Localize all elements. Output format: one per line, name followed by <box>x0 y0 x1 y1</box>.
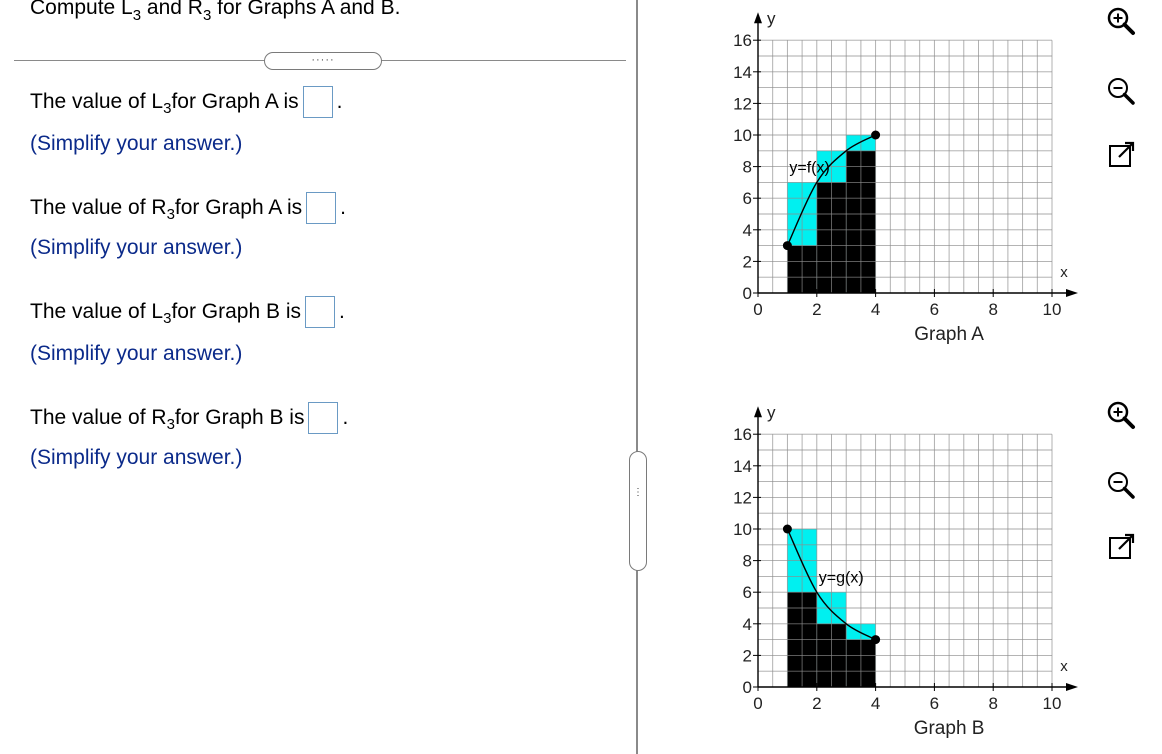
x-tick-label: 2 <box>812 694 821 713</box>
graph-a-plot: 0 2 4 6 8 10 0 2 4 6 8 10 12 14 16 x y y=f(x) Graph A <box>733 9 1078 345</box>
question-text: The value of L <box>30 90 164 113</box>
x-tick-label: 6 <box>930 694 939 713</box>
hint-text: (Simplify your answer.) <box>30 132 243 155</box>
y-axis-arrow <box>754 406 762 418</box>
y-tick-label: 8 <box>743 158 752 177</box>
x-tick-label: 10 <box>1043 694 1062 713</box>
y-tick-label: 10 <box>733 520 752 539</box>
x-axis-arrow <box>1066 683 1078 691</box>
y-tick-label: 2 <box>743 646 752 665</box>
y-tick-label: 10 <box>733 126 752 145</box>
dots-icon: ····· <box>311 54 335 66</box>
x-tick-label: 8 <box>988 694 997 713</box>
question-text: for Graph A is <box>174 196 303 219</box>
title-part: for Graphs A and B. <box>211 0 401 19</box>
x-tick-label: 0 <box>753 300 762 319</box>
y-tick-label: 16 <box>733 31 752 50</box>
open-external-icon[interactable] <box>1104 138 1138 172</box>
curve-endpoint <box>871 130 881 140</box>
y-tick-label: 12 <box>733 488 752 507</box>
y-tick-label: 14 <box>733 63 752 82</box>
x-tick-label: 8 <box>988 300 997 319</box>
answer-input[interactable] <box>302 86 333 118</box>
title-sub: 3 <box>202 7 212 24</box>
question-text: for Graph B is <box>174 406 305 429</box>
graph-caption: Graph A <box>914 324 984 345</box>
y-tick-label: 16 <box>733 425 752 444</box>
graph-caption: Graph B <box>914 718 985 739</box>
answer-input[interactable] <box>306 192 337 224</box>
question-text: for Graph A is <box>171 90 299 113</box>
x-tick-label: 2 <box>812 300 821 319</box>
question-text: The value of R <box>30 406 167 429</box>
hint-text: (Simplify your answer.) <box>30 446 243 469</box>
curve-endpoint <box>782 524 792 534</box>
panel-resize-handle[interactable]: ⋮ <box>629 451 647 571</box>
question-sub: 3 <box>166 205 175 223</box>
y-tick-label: 12 <box>733 94 752 113</box>
zoom-in-icon[interactable] <box>1104 4 1138 38</box>
function-curve <box>786 528 876 641</box>
title-sub: 3 <box>132 7 142 24</box>
curve-label: y=f(x) <box>789 160 829 177</box>
function-curve <box>786 134 876 246</box>
hint-text: (Simplify your answer.) <box>30 236 243 259</box>
x-axis-arrow <box>1066 289 1078 297</box>
x-axis-label: x <box>1060 264 1068 281</box>
vertical-divider <box>636 0 638 754</box>
graph-b: 0 2 4 6 8 10 0 2 4 6 8 10 12 14 16 x y y=g(x) Graph B <box>720 396 1090 739</box>
y-tick-label: 6 <box>743 189 752 208</box>
title-part: Compute L <box>30 0 133 19</box>
x-tick-label: 0 <box>753 694 762 713</box>
graph-a: 0 2 4 6 8 10 0 2 4 6 8 10 12 14 16 x y y=f(x) Graph A <box>720 2 1090 345</box>
hint-text: (Simplify your answer.) <box>30 342 243 365</box>
y-tick-label: 6 <box>743 583 752 602</box>
y-tick-label: 2 <box>743 252 752 271</box>
x-tick-label: 4 <box>871 300 880 319</box>
period: . <box>336 90 343 113</box>
y-axis-label: y <box>767 403 776 422</box>
curve-endpoint <box>871 635 881 645</box>
zoom-out-icon[interactable] <box>1104 468 1138 502</box>
y-tick-label: 0 <box>743 284 752 303</box>
y-axis-label: y <box>767 9 776 28</box>
question-text: The value of L <box>30 300 164 323</box>
dots-icon: ⋮ <box>633 487 643 498</box>
title-part: and R <box>141 0 203 19</box>
y-tick-label: 0 <box>743 678 752 697</box>
x-tick-label: 4 <box>871 694 880 713</box>
question-text: for Graph B is <box>171 300 301 323</box>
period: . <box>339 300 345 323</box>
curve-label: y=g(x) <box>819 569 864 586</box>
x-tick-label: 6 <box>930 300 939 319</box>
y-tick-label: 14 <box>733 457 752 476</box>
period: . <box>342 406 349 429</box>
y-axis-arrow <box>754 12 762 24</box>
expand-handle[interactable]: ····· <box>264 52 382 70</box>
question-sub: 3 <box>163 309 172 327</box>
answer-input[interactable] <box>305 296 335 328</box>
curve-endpoint <box>782 241 792 251</box>
period: . <box>340 196 346 219</box>
zoom-in-icon[interactable] <box>1104 398 1138 432</box>
x-tick-label: 10 <box>1043 300 1062 319</box>
question-sub: 3 <box>163 99 172 117</box>
answer-input[interactable] <box>308 402 339 434</box>
question-sub: 3 <box>166 415 175 433</box>
y-tick-label: 4 <box>743 221 752 240</box>
y-tick-label: 4 <box>743 615 752 634</box>
question-title: Compute L3 and R3 for Graphs A and B. <box>30 0 401 24</box>
zoom-out-icon[interactable] <box>1104 74 1138 108</box>
y-tick-label: 8 <box>743 552 752 571</box>
question-text: The value of R <box>30 196 167 219</box>
open-external-icon[interactable] <box>1104 530 1138 564</box>
graph-b-plot: 0 2 4 6 8 10 0 2 4 6 8 10 12 14 16 x y y=g(x) Graph B <box>733 403 1078 739</box>
x-axis-label: x <box>1060 658 1068 675</box>
